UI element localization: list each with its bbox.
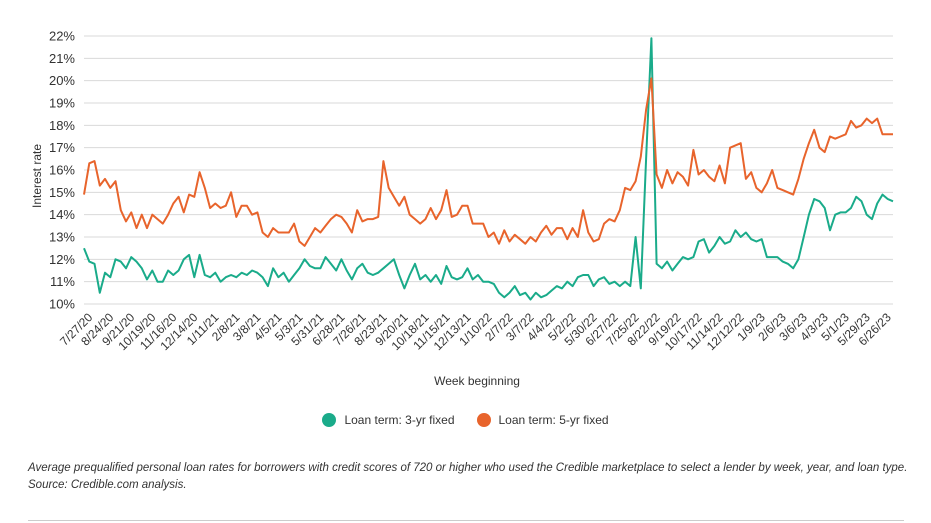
y-tick-label: 16%: [49, 163, 75, 178]
y-tick-label: 11%: [50, 274, 75, 289]
divider: [28, 520, 904, 521]
legend-label-3yr: Loan term: 3-yr fixed: [344, 413, 455, 427]
y-tick-label: 13%: [49, 230, 75, 245]
legend-swatch-5yr: [476, 413, 491, 427]
y-tick-label: 19%: [49, 96, 75, 111]
y-tick-label: 14%: [49, 207, 75, 222]
y-tick-label: 21%: [49, 51, 75, 66]
y-tick-label: 10%: [49, 297, 75, 312]
legend: Loan term: 3-yr fixed Loan term: 5-yr fi…: [0, 413, 931, 427]
x-axis-label: Week beginning: [434, 374, 520, 388]
y-tick-label: 17%: [49, 140, 75, 155]
series-line-3yr: [83, 37, 894, 301]
y-tick-label: 20%: [49, 73, 75, 88]
y-tick-label: 18%: [49, 118, 75, 133]
legend-label-5yr: Loan term: 5-yr fixed: [498, 413, 609, 427]
legend-item-5yr[interactable]: Loan term: 5-yr fixed: [476, 413, 609, 427]
chart-caption: Average prequalified personal loan rates…: [28, 462, 908, 491]
legend-item-3yr[interactable]: Loan term: 3-yr fixed: [322, 413, 455, 427]
legend-swatch-3yr: [322, 413, 337, 427]
x-axis-ticks: 7/27/208/24/209/21/2010/19/2011/16/2012/…: [57, 310, 894, 353]
series-line-5yr: [83, 77, 893, 247]
y-tick-label: 12%: [49, 252, 75, 267]
grid-lines: [84, 35, 893, 305]
y-axis-label: Interest rate: [30, 144, 44, 208]
y-tick-label: 22%: [49, 29, 75, 44]
y-tick-label: 15%: [49, 185, 75, 200]
y-axis-ticks: 10% 11% 12% 13% 14% 15% 16% 17% 18% 19% 20% 21% 22%: [49, 29, 75, 312]
series-lines: [83, 37, 894, 301]
line-chart: 10%11%12%13%14%15%16%17%18%19%20%21%22% …: [30, 29, 894, 389]
